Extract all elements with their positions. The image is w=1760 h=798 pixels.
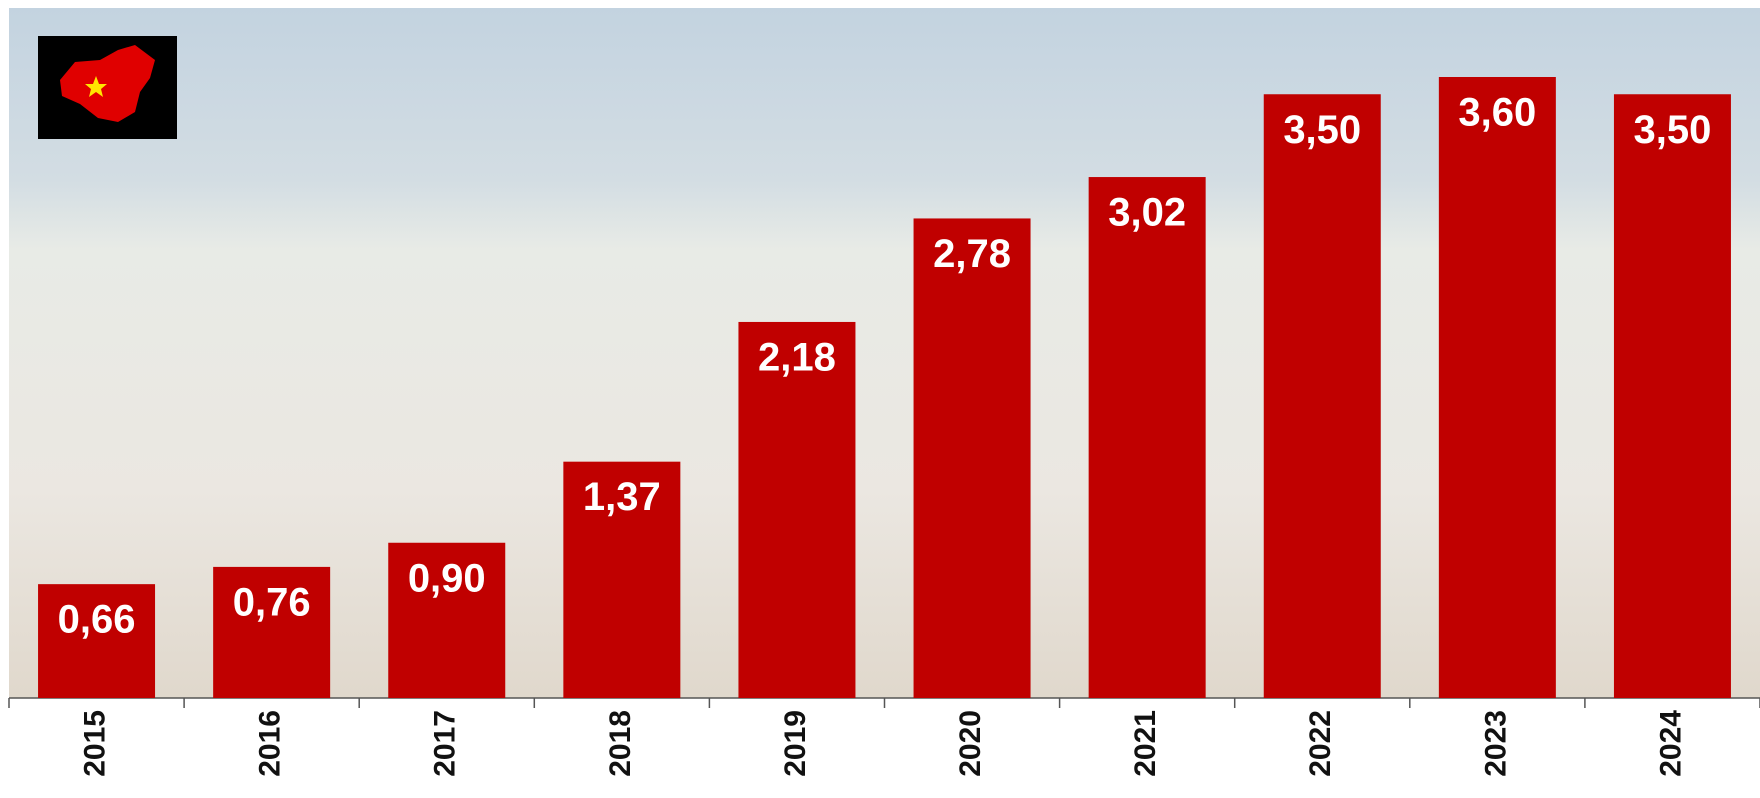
value-label: 1,37	[583, 475, 661, 519]
x-tick-label: 2015	[78, 710, 111, 777]
value-label: 3,50	[1634, 108, 1712, 152]
bar	[38, 584, 156, 698]
value-label: 3,02	[1108, 191, 1186, 235]
value-label: 3,60	[1458, 91, 1536, 135]
x-tick-label: 2024	[1654, 710, 1687, 777]
bar	[1613, 94, 1731, 698]
value-label: 2,78	[933, 232, 1011, 276]
value-label: 0,90	[408, 556, 486, 600]
x-tick-label: 2018	[604, 710, 637, 777]
bar	[738, 321, 856, 698]
value-label: 3,50	[1283, 108, 1361, 152]
x-tick-label: 2019	[779, 710, 812, 777]
x-tick-label: 2017	[429, 710, 462, 777]
bar	[1088, 177, 1206, 699]
bar	[913, 218, 1031, 698]
x-tick-label: 2022	[1304, 710, 1337, 777]
x-tick-label: 2021	[1129, 710, 1162, 777]
x-tick-label: 2020	[954, 710, 987, 777]
value-label: 0,66	[58, 598, 136, 642]
value-label: 2,18	[758, 336, 836, 380]
flag-icon	[38, 36, 177, 139]
bar	[1263, 94, 1381, 698]
bar	[388, 542, 506, 698]
bar	[213, 566, 331, 698]
bar	[563, 461, 681, 698]
x-tick-label: 2023	[1479, 710, 1512, 777]
x-tick-label: 2016	[254, 710, 287, 777]
bar	[1438, 77, 1556, 698]
value-label: 0,76	[233, 580, 311, 624]
